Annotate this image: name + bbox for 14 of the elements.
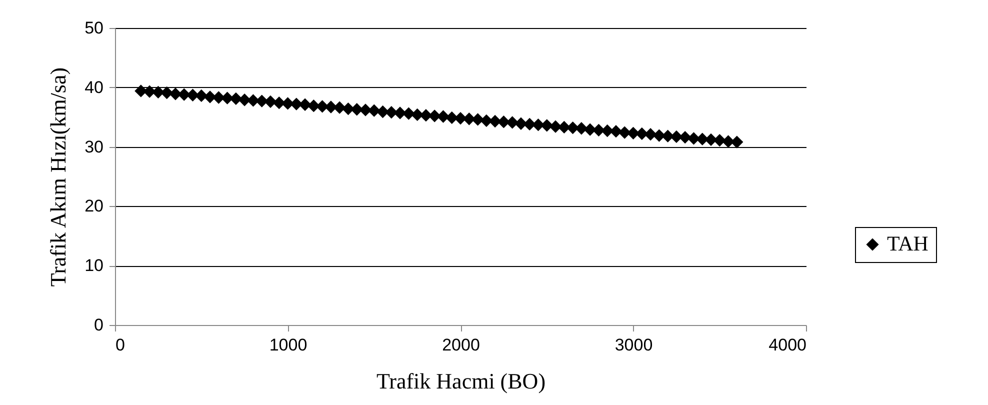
x-tick-label: 2000 — [442, 336, 480, 354]
y-tick-label: 40 — [84, 78, 104, 97]
y-tick-label: 30 — [84, 137, 104, 156]
y-tick-label: 10 — [84, 256, 104, 276]
x-tick-label: 0 — [116, 336, 125, 354]
y-tick-label: 50 — [84, 18, 104, 38]
x-axis-title: Trafik Hacmi (BO) — [376, 368, 546, 394]
y-axis-title: Trafik Akım Hızı(km/sa) — [46, 67, 71, 287]
x-tick-label: 1000 — [269, 336, 308, 354]
y-tick-label: 20 — [84, 196, 104, 216]
legend-label: TAH — [887, 232, 928, 256]
y-tick-label: 0 — [94, 316, 104, 334]
x-tick-label: 4000 — [768, 336, 806, 354]
x-tick-label: 3000 — [614, 336, 653, 354]
